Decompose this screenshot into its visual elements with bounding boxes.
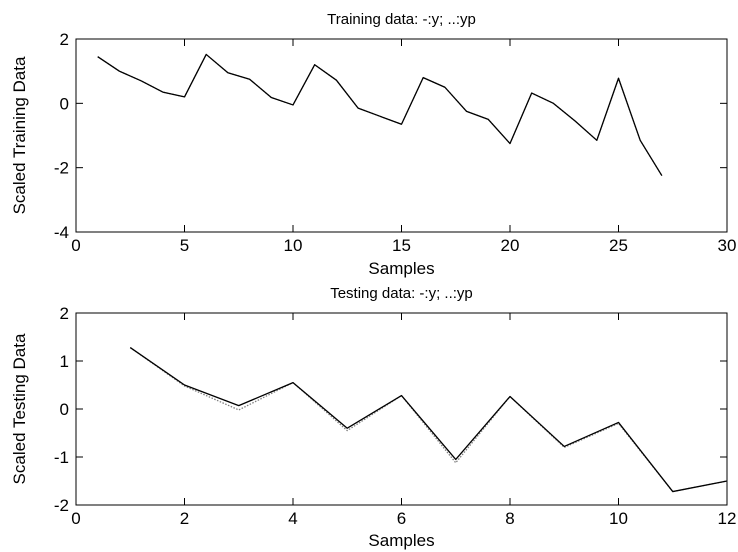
training-chart: Training data: -:y; ..:yp Samples Scaled…: [10, 11, 736, 278]
axes-box: [75, 38, 728, 233]
x-tick-label: 25: [609, 236, 628, 255]
plot-area: 0 5 10 15 20 25 30 -4 -2 0 2: [54, 30, 737, 255]
axes-box: [75, 312, 728, 506]
x-tick-label: 15: [392, 236, 411, 255]
y-tick-label: -2: [54, 496, 69, 515]
y-tick-label: -2: [54, 159, 69, 178]
x-tick-label: 5: [180, 236, 189, 255]
x-tick-label: 0: [71, 236, 80, 255]
y-axis-label: Scaled Training Data: [10, 56, 29, 214]
x-tick-label: 20: [501, 236, 520, 255]
x-tick-label: 2: [180, 509, 189, 528]
x-tick-label: 10: [609, 509, 628, 528]
testing-chart: Testing data: -:y; ..:yp Samples Scaled …: [10, 285, 736, 550]
y-tick-label: -4: [54, 223, 69, 242]
x-tick-label: 30: [718, 236, 737, 255]
series-line-actual: [129, 347, 728, 493]
chart-title: Training data: -:y; ..:yp: [327, 11, 476, 28]
y-tick-label: 0: [60, 400, 69, 419]
y-tick-label: 2: [60, 30, 69, 49]
x-tick-label: 4: [288, 509, 297, 528]
y-tick-label: -1: [54, 448, 69, 467]
y-tick-label: 2: [60, 304, 69, 323]
x-axis-label: Samples: [368, 259, 434, 278]
series-line-predicted: [129, 347, 728, 493]
x-tick-label: 12: [718, 509, 737, 528]
x-tick-label: 8: [505, 509, 514, 528]
x-tick-label: 10: [284, 236, 303, 255]
y-tick-label: 0: [60, 94, 69, 113]
y-axis-label: Scaled Testing Data: [10, 333, 29, 484]
x-axis-label: Samples: [368, 531, 434, 550]
series-line-actual: [97, 53, 663, 177]
y-tick-label: 1: [60, 352, 69, 371]
series-line-predicted: [97, 53, 663, 177]
x-tick-label: 6: [397, 509, 406, 528]
chart-title: Testing data: -:y; ..:yp: [330, 285, 473, 302]
x-tick-label: 0: [71, 509, 80, 528]
